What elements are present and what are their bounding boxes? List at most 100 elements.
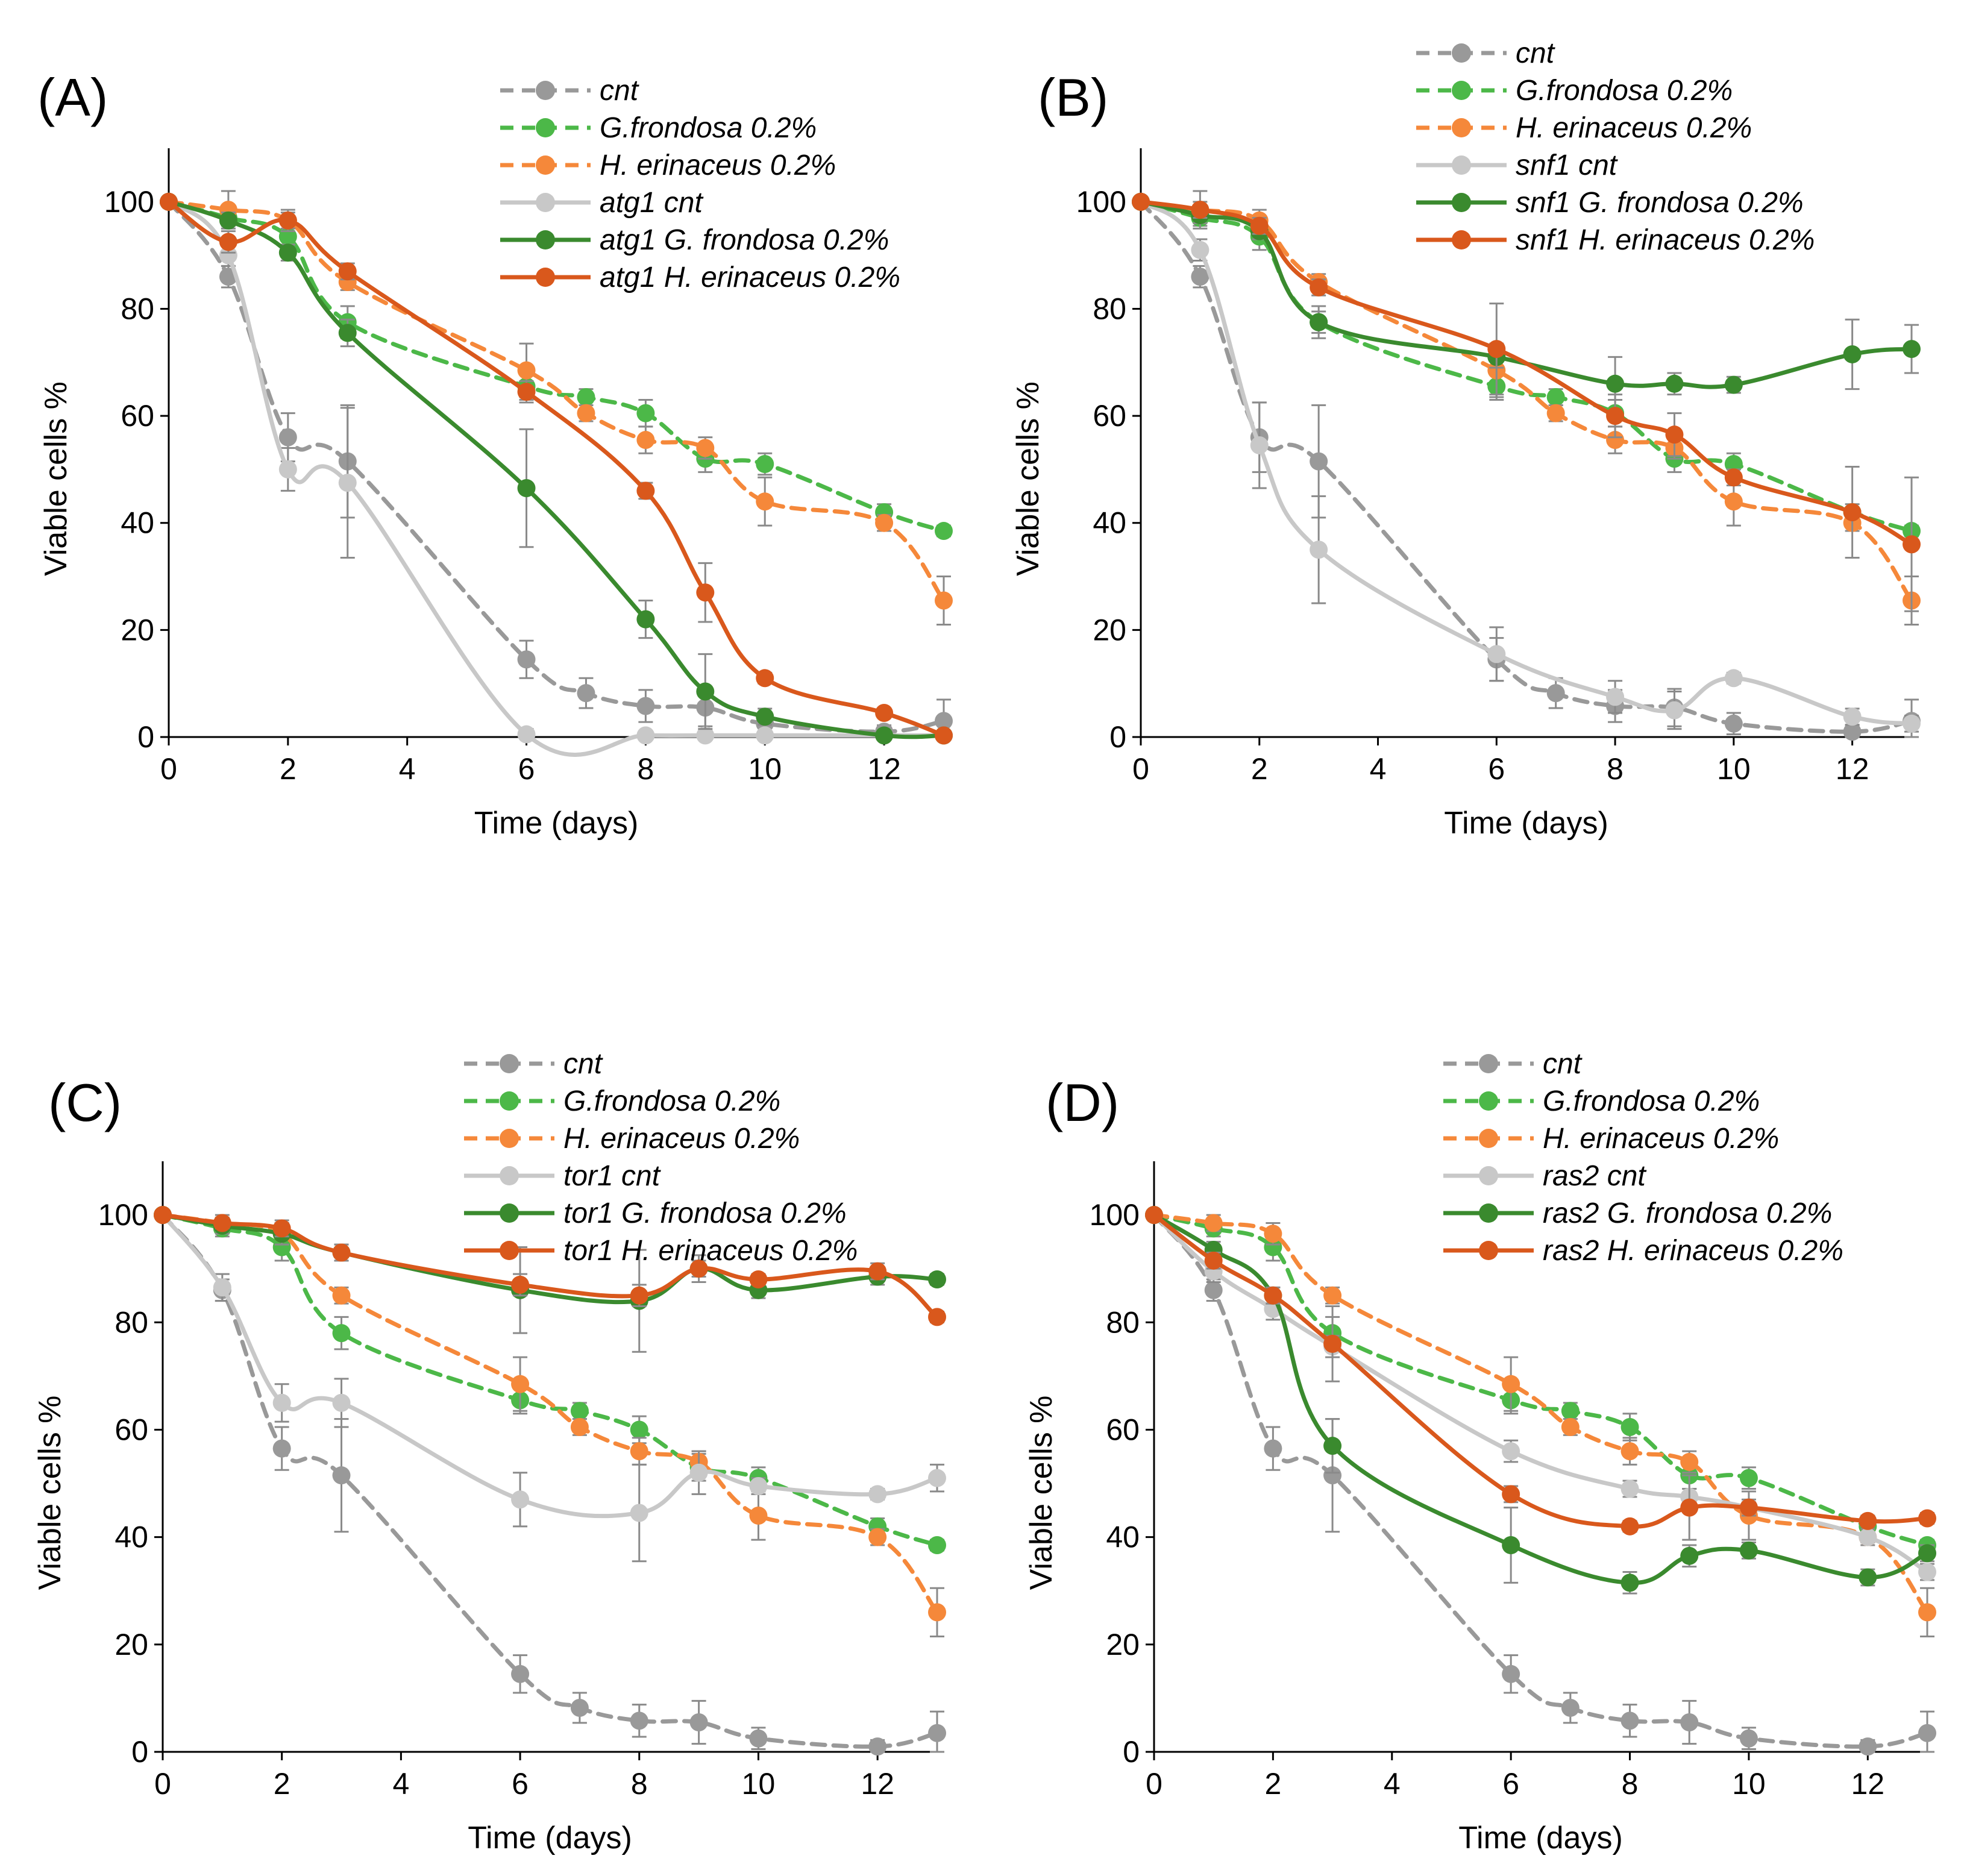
data-point [1606, 374, 1625, 393]
data-point [630, 1286, 648, 1305]
legend-marker [1452, 193, 1471, 212]
data-point [1620, 1517, 1639, 1536]
data-point [338, 324, 357, 342]
series-5 [154, 1206, 946, 1326]
data-point [1145, 1206, 1163, 1225]
data-point [1859, 1511, 1877, 1530]
y-tick-label: 60 [1106, 1413, 1140, 1446]
legend-entry: atg1 G. frondosa 0.2% [500, 224, 889, 256]
data-point [1264, 1238, 1282, 1256]
x-tick-label: 8 [637, 752, 654, 786]
legend-marker [536, 118, 555, 137]
x-tick-label: 12 [861, 1767, 894, 1801]
data-point [1620, 1418, 1639, 1436]
y-tick-label: 80 [121, 292, 154, 325]
legend-entry: ras2 cnt [1443, 1160, 1646, 1192]
legend-marker [1452, 155, 1471, 175]
legend-marker [1452, 81, 1471, 100]
data-point [756, 669, 774, 688]
data-point [511, 1664, 530, 1683]
data-point [868, 1485, 887, 1504]
legend-entry: ras2 G. frondosa 0.2% [1443, 1197, 1832, 1229]
legend-entry: cnt [1416, 37, 1555, 69]
y-axis-title: Viable cells % [1011, 381, 1046, 576]
data-point [1606, 407, 1625, 425]
data-point [570, 1698, 589, 1717]
legend-entry: snf1 H. erinaceus 0.2% [1416, 224, 1815, 256]
data-point [1310, 541, 1328, 559]
x-tick-label: 6 [1488, 752, 1505, 786]
data-point [1918, 1724, 1936, 1742]
legend-label: snf1 H. erinaceus 0.2% [1516, 224, 1815, 256]
panel-label: (D) [1046, 1073, 1119, 1132]
y-axis-title: Viable cells % [1024, 1396, 1059, 1590]
legend-marker [1452, 43, 1471, 63]
series-line [160, 1212, 940, 1749]
legend-label: cnt [1543, 1048, 1583, 1080]
data-point [1665, 701, 1684, 720]
y-tick-label: 80 [1106, 1305, 1140, 1339]
data-point [696, 726, 715, 745]
legend-label: tor1 cnt [563, 1160, 661, 1192]
y-tick-label: 40 [115, 1520, 148, 1554]
data-point [1620, 1479, 1639, 1498]
data-point [1680, 1452, 1699, 1471]
data-point [928, 1270, 946, 1288]
y-tick-label: 20 [1106, 1628, 1140, 1661]
series-line [160, 1212, 940, 1319]
data-point [517, 383, 536, 401]
data-point [756, 492, 774, 511]
legend-entry: G.frondosa 0.2% [464, 1085, 780, 1117]
data-point [749, 1477, 768, 1495]
x-axis-title: Time (days) [1444, 806, 1608, 841]
data-point [636, 404, 655, 422]
data-point [1606, 431, 1625, 450]
data-point [1546, 388, 1565, 407]
data-point [636, 482, 655, 500]
x-tick-label: 2 [1251, 752, 1268, 786]
data-point [935, 726, 953, 745]
data-point [756, 455, 774, 474]
data-point [1918, 1563, 1936, 1581]
data-point [1561, 1698, 1580, 1717]
series-line [166, 199, 946, 738]
data-point [332, 1286, 351, 1305]
data-point [1310, 313, 1328, 331]
legend-label: G.frondosa 0.2% [1516, 75, 1733, 107]
data-point [1606, 688, 1625, 706]
legend-entry: snf1 G. frondosa 0.2% [1416, 187, 1804, 219]
y-tick-label: 0 [1123, 1735, 1140, 1769]
y-tick-label: 80 [115, 1305, 148, 1339]
data-point [1264, 1439, 1282, 1458]
data-point [570, 1418, 589, 1436]
legend-label: ras2 G. frondosa 0.2% [1543, 1197, 1832, 1229]
legend-entry: cnt [1443, 1048, 1583, 1080]
x-tick-label: 4 [399, 752, 416, 786]
legend-label: tor1 G. frondosa 0.2% [563, 1197, 847, 1229]
legend-label: cnt [600, 75, 639, 107]
data-point [1204, 1281, 1223, 1299]
data-point [272, 1238, 291, 1256]
x-tick-label: 12 [867, 752, 901, 786]
y-tick-label: 80 [1093, 292, 1126, 325]
x-tick-label: 6 [518, 752, 535, 786]
data-point [875, 704, 894, 723]
data-point [1859, 1737, 1877, 1756]
legend-entry: G.frondosa 0.2% [1416, 75, 1733, 107]
x-tick-label: 10 [1717, 752, 1751, 786]
legend-marker [536, 193, 555, 212]
data-point [935, 712, 953, 730]
data-point [875, 726, 894, 745]
series-0 [154, 1206, 946, 1756]
data-point [630, 1420, 648, 1439]
series-4 [160, 192, 953, 745]
legend-label: G.frondosa 0.2% [1543, 1085, 1760, 1117]
data-point [935, 522, 953, 541]
panel-label: (B) [1038, 67, 1108, 127]
data-point [1680, 1546, 1699, 1565]
data-point [1561, 1402, 1580, 1420]
x-tick-label: 0 [1132, 752, 1149, 786]
data-point [1502, 1442, 1520, 1461]
legend-label: H. erinaceus 0.2% [600, 149, 836, 181]
data-point [868, 1737, 887, 1756]
